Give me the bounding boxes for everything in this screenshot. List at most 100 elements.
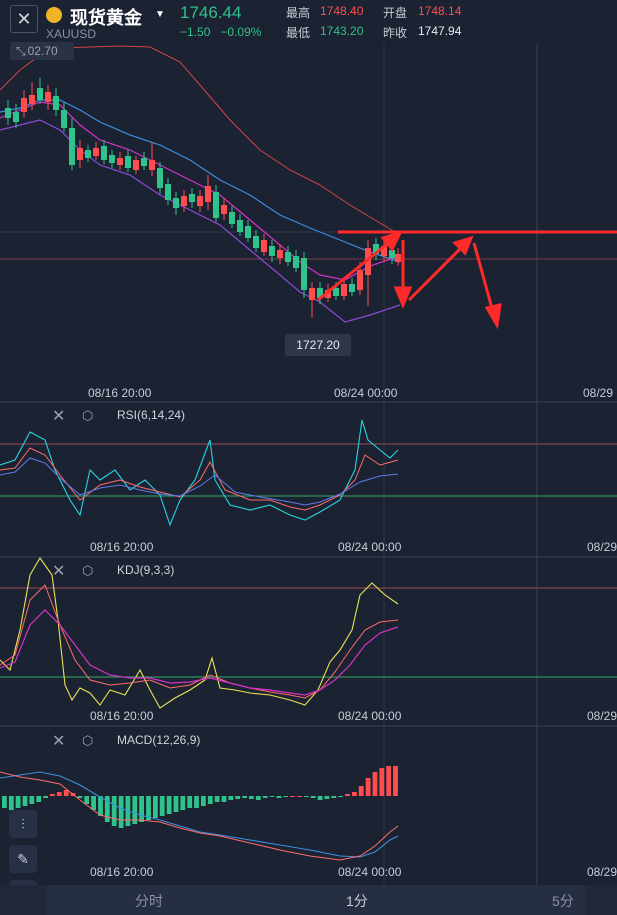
candle-body — [245, 226, 251, 238]
tab-timeshare[interactable]: 分时 — [135, 893, 163, 909]
macd-bar — [180, 796, 186, 810]
macd-close-icon[interactable]: ✕ — [52, 733, 66, 750]
candle-body — [261, 240, 267, 252]
candle-body — [141, 158, 147, 166]
macd-bar — [310, 796, 316, 798]
candle-body — [21, 98, 27, 112]
candle-type-button[interactable]: ⫶ — [9, 810, 37, 838]
macd-bar — [91, 796, 96, 810]
candle-body — [221, 205, 227, 214]
price-change: −1.50 −0.09% — [180, 25, 261, 39]
candle-body — [125, 156, 131, 168]
macd-bar — [8, 796, 14, 810]
macd-bar — [29, 796, 35, 804]
rsi-24-line — [0, 457, 399, 506]
macd-bar — [153, 796, 158, 818]
candle-body — [389, 250, 395, 258]
kdj-close-icon[interactable]: ✕ — [52, 563, 66, 580]
time-axis-label: 08/24 00:00 — [334, 386, 398, 400]
kdj-j-line — [0, 556, 399, 709]
price-axis-tag: ⤡ 02.70 — [10, 42, 74, 60]
candle-body — [277, 250, 283, 258]
time-axis-label: 08/29 — [583, 386, 614, 400]
rsi-close-icon[interactable]: ✕ — [52, 408, 66, 425]
candle-body — [293, 256, 299, 268]
macd-bar — [386, 766, 392, 796]
time-axis-label: 08/29 — [587, 709, 617, 723]
macd-bar — [283, 796, 289, 797]
rsi-settings-icon[interactable]: ⬡ — [82, 408, 94, 423]
candle-body — [69, 128, 75, 165]
timeframe-tab-track — [46, 885, 586, 915]
kdj-settings-icon[interactable]: ⬡ — [82, 563, 94, 578]
high-value: 1748.40 — [320, 4, 364, 18]
candle-body — [381, 246, 387, 256]
macd-bar — [50, 794, 55, 796]
time-axis-label: 08/24 00:00 — [338, 865, 402, 879]
close-button[interactable]: ✕ — [10, 5, 38, 33]
candle-body — [181, 196, 187, 206]
macd-bar — [214, 796, 220, 802]
candle-body — [5, 108, 11, 118]
expand-icon[interactable]: ⤡ — [16, 43, 26, 58]
macd-bar — [132, 796, 138, 824]
macd-bar — [173, 796, 179, 812]
macd-bar — [345, 794, 350, 796]
candle-body — [85, 150, 91, 158]
tab-5min[interactable]: 5分 — [552, 893, 574, 909]
candle-body — [205, 186, 211, 202]
draw-tool-button[interactable]: ✎ — [9, 845, 37, 873]
candle-body — [101, 146, 107, 160]
macd-bar — [324, 796, 330, 799]
rsi-title: RSI(6,14,24) — [117, 408, 186, 422]
candle-body — [253, 236, 259, 248]
ma-blue-line — [0, 99, 401, 263]
macd-bar — [255, 796, 261, 800]
candle-body — [325, 290, 331, 298]
candle-body — [237, 220, 243, 232]
candle-body — [37, 88, 43, 100]
macd-settings-icon[interactable]: ⬡ — [82, 733, 94, 748]
macd-bar — [228, 796, 234, 800]
candle-body — [357, 270, 363, 290]
macd-bar — [194, 796, 199, 808]
macd-bar — [139, 796, 144, 822]
chart-canvas[interactable] — [0, 0, 617, 885]
candle-body — [109, 155, 115, 163]
candle-body — [269, 246, 275, 256]
pencil-icon: ✎ — [17, 850, 29, 867]
macd-bar — [290, 796, 295, 797]
candle-body — [349, 284, 355, 292]
time-axis-label: 08/16 20:00 — [90, 540, 154, 554]
chevron-down-icon[interactable]: ▼ — [155, 9, 165, 20]
current-price: 1746.44 — [180, 3, 242, 22]
candle-body — [395, 254, 401, 262]
macd-bar — [365, 778, 371, 796]
macd-bar — [2, 796, 7, 808]
time-axis-label: 08/16 20:00 — [88, 386, 152, 400]
macd-bar — [187, 796, 193, 808]
open-value: 1748.14 — [418, 4, 462, 18]
price-axis-tag-value: 02.70 — [27, 44, 58, 58]
macd-bar — [22, 796, 28, 806]
macd-bar — [221, 796, 227, 802]
boll-lower-line — [0, 119, 401, 323]
macd-bar — [269, 796, 275, 797]
candle-body — [285, 252, 291, 262]
macd-bar — [63, 790, 69, 796]
candlestick-series — [5, 78, 401, 318]
macd-bar — [159, 796, 165, 816]
macd-bar — [43, 796, 48, 798]
candle-body — [309, 288, 315, 300]
macd-title: MACD(12,26,9) — [117, 733, 201, 747]
rsi-6-line — [0, 419, 399, 527]
macd-bar — [379, 768, 385, 796]
time-axis-label: 08/16 20:00 — [90, 865, 154, 879]
period-low-marker: 1727.20 — [285, 334, 351, 356]
candle-body — [197, 196, 203, 206]
macd-bar — [77, 796, 83, 798]
tab-1min[interactable]: 1分 — [346, 893, 368, 909]
instrument-title[interactable]: 现货黄金 — [70, 8, 142, 28]
macd-bar — [118, 796, 124, 828]
candle-body — [365, 248, 371, 275]
